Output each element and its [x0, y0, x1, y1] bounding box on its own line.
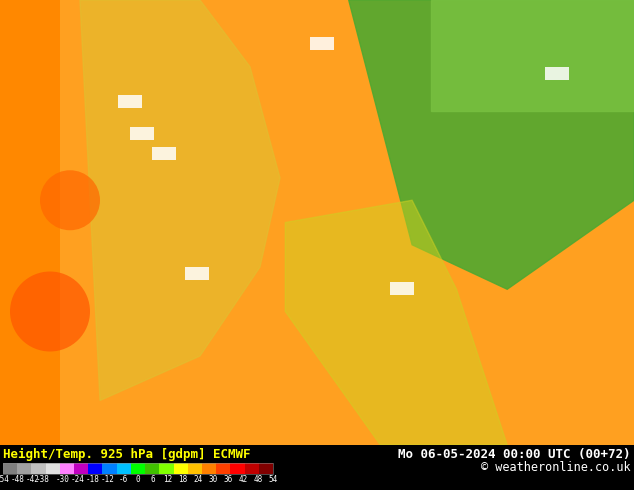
Text: 42: 42: [238, 475, 248, 484]
Text: 54: 54: [268, 475, 278, 484]
Bar: [202, 463, 216, 474]
Bar: [216, 463, 230, 474]
Text: 12: 12: [164, 475, 172, 484]
Bar: [118, 95, 142, 108]
Bar: [74, 463, 88, 474]
Text: 24: 24: [193, 475, 203, 484]
Text: 6: 6: [151, 475, 155, 484]
Text: 30: 30: [209, 475, 217, 484]
Bar: [131, 463, 145, 474]
Bar: [390, 282, 414, 295]
Bar: [174, 463, 188, 474]
Polygon shape: [431, 0, 634, 111]
Text: -48: -48: [11, 475, 25, 484]
Bar: [245, 463, 259, 474]
Text: 18: 18: [178, 475, 188, 484]
Circle shape: [10, 271, 90, 351]
Bar: [130, 127, 154, 140]
Polygon shape: [349, 0, 634, 289]
Bar: [32, 463, 46, 474]
Text: Mo 06-05-2024 00:00 UTC (00+72): Mo 06-05-2024 00:00 UTC (00+72): [399, 448, 631, 461]
Bar: [152, 147, 176, 160]
Text: -24: -24: [71, 475, 85, 484]
Bar: [3, 463, 17, 474]
Text: -54: -54: [0, 475, 10, 484]
Bar: [545, 67, 569, 80]
Bar: [0, 0, 60, 445]
Text: 36: 36: [223, 475, 233, 484]
Bar: [310, 37, 334, 50]
Bar: [159, 463, 174, 474]
Text: -42: -42: [26, 475, 40, 484]
Bar: [17, 463, 32, 474]
Bar: [88, 463, 103, 474]
Bar: [188, 463, 202, 474]
Text: 48: 48: [254, 475, 262, 484]
Bar: [230, 463, 245, 474]
Text: Height/Temp. 925 hPa [gdpm] ECMWF: Height/Temp. 925 hPa [gdpm] ECMWF: [3, 448, 250, 461]
Bar: [185, 267, 209, 280]
Bar: [259, 463, 273, 474]
Text: -30: -30: [56, 475, 70, 484]
Bar: [60, 463, 74, 474]
Text: © weatheronline.co.uk: © weatheronline.co.uk: [481, 461, 631, 474]
Text: -38: -38: [36, 475, 50, 484]
Text: -18: -18: [86, 475, 100, 484]
Bar: [3, 463, 273, 474]
Bar: [46, 463, 60, 474]
Polygon shape: [285, 200, 507, 445]
Polygon shape: [80, 0, 280, 400]
Text: -12: -12: [101, 475, 115, 484]
Bar: [145, 463, 159, 474]
Text: -6: -6: [119, 475, 127, 484]
Bar: [103, 463, 117, 474]
Circle shape: [40, 170, 100, 230]
Bar: [117, 463, 131, 474]
Text: 0: 0: [136, 475, 140, 484]
